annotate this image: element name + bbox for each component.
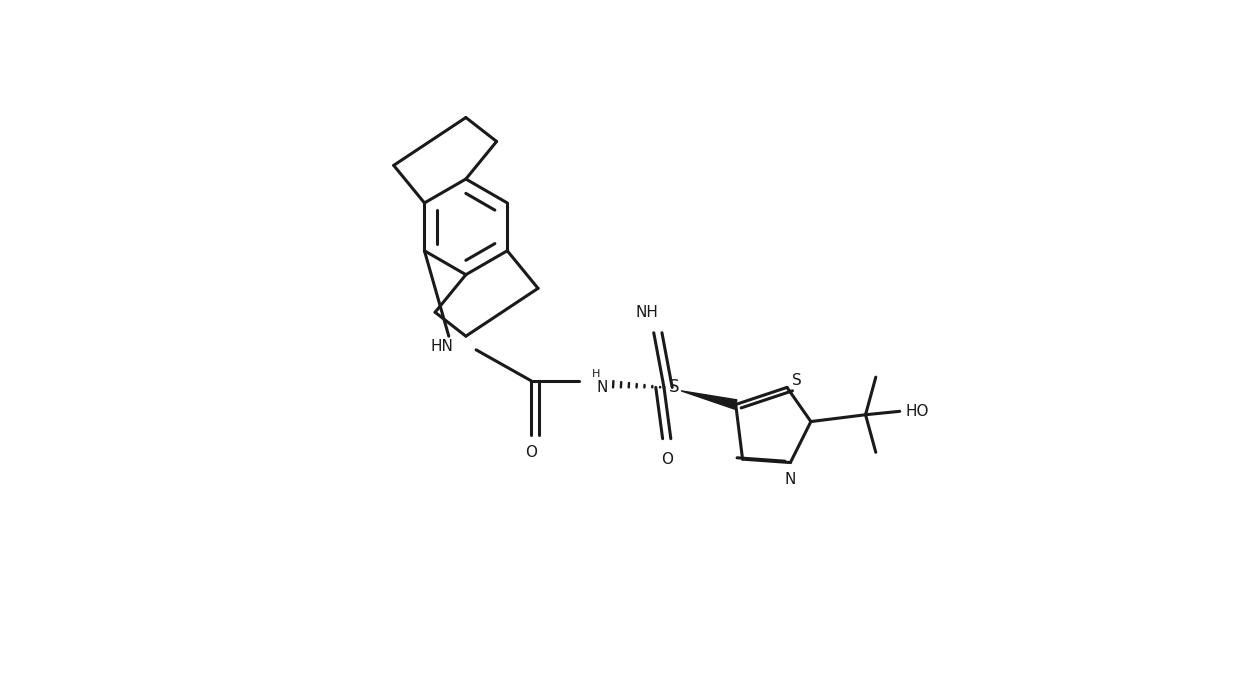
Text: H: H (592, 369, 599, 379)
Text: O: O (662, 451, 673, 466)
Text: HO: HO (905, 404, 928, 419)
Text: S: S (792, 373, 802, 388)
Text: NH: NH (635, 305, 658, 320)
Text: HN: HN (431, 339, 454, 354)
Text: S: S (669, 379, 679, 397)
Polygon shape (682, 391, 736, 409)
Text: N: N (597, 380, 608, 395)
Text: N: N (785, 472, 796, 487)
Text: O: O (525, 445, 537, 460)
